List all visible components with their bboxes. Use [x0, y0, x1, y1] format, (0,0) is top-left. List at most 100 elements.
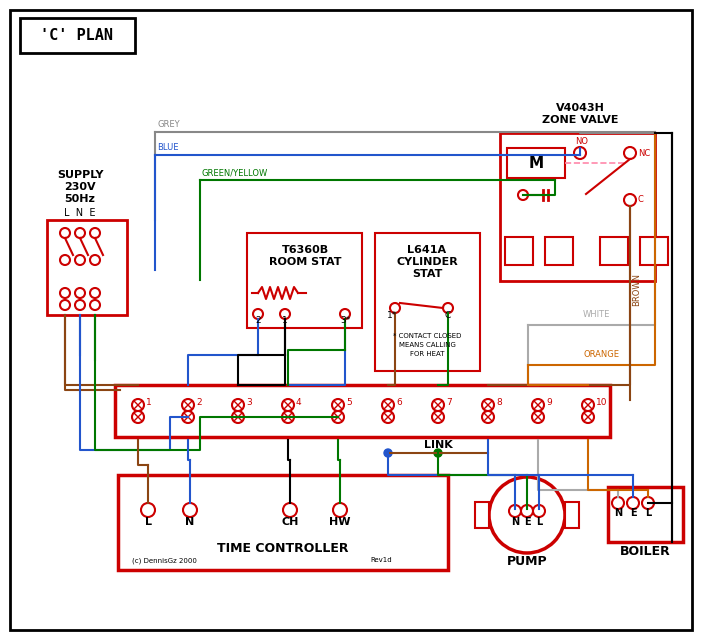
- Circle shape: [443, 303, 453, 313]
- Text: CYLINDER: CYLINDER: [396, 257, 458, 267]
- Text: 6: 6: [396, 398, 402, 407]
- Text: GREY: GREY: [157, 120, 180, 129]
- Circle shape: [489, 477, 565, 553]
- Circle shape: [253, 309, 263, 319]
- Text: 230V: 230V: [64, 182, 95, 192]
- Text: C: C: [638, 196, 644, 204]
- Text: E: E: [524, 517, 530, 527]
- Text: N: N: [185, 517, 194, 527]
- Circle shape: [282, 399, 294, 411]
- Text: 5: 5: [346, 398, 352, 407]
- FancyBboxPatch shape: [475, 502, 489, 528]
- Circle shape: [642, 497, 654, 509]
- Text: N: N: [511, 517, 519, 527]
- FancyBboxPatch shape: [20, 18, 135, 53]
- Text: 9: 9: [546, 398, 552, 407]
- Text: 3*: 3*: [340, 316, 350, 325]
- Circle shape: [533, 505, 545, 517]
- Circle shape: [532, 411, 544, 423]
- Circle shape: [132, 411, 144, 423]
- Text: SUPPLY: SUPPLY: [57, 170, 103, 180]
- Circle shape: [432, 411, 444, 423]
- Circle shape: [280, 309, 290, 319]
- Text: 50Hz: 50Hz: [65, 194, 95, 204]
- FancyBboxPatch shape: [505, 237, 533, 265]
- Circle shape: [432, 399, 444, 411]
- Text: BOILER: BOILER: [620, 545, 670, 558]
- Text: L: L: [145, 517, 152, 527]
- Text: 1: 1: [282, 316, 288, 325]
- Text: N: N: [614, 508, 622, 518]
- Text: L: L: [645, 508, 651, 518]
- FancyBboxPatch shape: [640, 237, 668, 265]
- Text: 8: 8: [496, 398, 502, 407]
- Text: L: L: [536, 517, 542, 527]
- Circle shape: [332, 399, 344, 411]
- Circle shape: [384, 449, 392, 457]
- Text: * CONTACT CLOSED: * CONTACT CLOSED: [393, 333, 461, 339]
- Circle shape: [332, 411, 344, 423]
- Text: L  N  E: L N E: [65, 208, 95, 218]
- Text: LINK: LINK: [423, 440, 452, 450]
- FancyBboxPatch shape: [375, 233, 480, 371]
- Circle shape: [75, 288, 85, 298]
- Circle shape: [518, 190, 528, 200]
- Circle shape: [624, 147, 636, 159]
- FancyBboxPatch shape: [507, 148, 565, 178]
- Text: NC: NC: [638, 149, 650, 158]
- Circle shape: [612, 497, 624, 509]
- Text: 4: 4: [296, 398, 302, 407]
- Text: V4043H: V4043H: [555, 103, 604, 113]
- Text: CH: CH: [282, 517, 298, 527]
- FancyBboxPatch shape: [247, 233, 362, 328]
- Text: E: E: [630, 508, 636, 518]
- Circle shape: [90, 288, 100, 298]
- Circle shape: [60, 255, 70, 265]
- Text: Rev1d: Rev1d: [371, 557, 392, 563]
- Circle shape: [60, 228, 70, 238]
- Circle shape: [182, 411, 194, 423]
- Circle shape: [141, 503, 155, 517]
- Text: PUMP: PUMP: [507, 555, 548, 568]
- FancyBboxPatch shape: [600, 237, 628, 265]
- FancyBboxPatch shape: [608, 487, 683, 542]
- FancyBboxPatch shape: [47, 220, 127, 315]
- Text: (c) DennisGz 2000: (c) DennisGz 2000: [132, 557, 197, 563]
- Text: HW: HW: [329, 517, 351, 527]
- Circle shape: [182, 399, 194, 411]
- Circle shape: [521, 505, 533, 517]
- Circle shape: [627, 497, 639, 509]
- Text: TIME CONTROLLER: TIME CONTROLLER: [217, 542, 349, 555]
- FancyBboxPatch shape: [118, 475, 448, 570]
- Circle shape: [574, 147, 586, 159]
- Circle shape: [582, 411, 594, 423]
- Text: STAT: STAT: [412, 269, 442, 279]
- Text: L641A: L641A: [407, 245, 446, 255]
- Circle shape: [60, 300, 70, 310]
- Circle shape: [75, 228, 85, 238]
- Circle shape: [482, 399, 494, 411]
- Text: WHITE: WHITE: [583, 310, 610, 319]
- FancyBboxPatch shape: [545, 237, 573, 265]
- Text: MEANS CALLING: MEANS CALLING: [399, 342, 456, 348]
- Text: ORANGE: ORANGE: [583, 350, 619, 359]
- Text: 7: 7: [446, 398, 452, 407]
- Text: 'C' PLAN: 'C' PLAN: [41, 28, 114, 42]
- Text: ROOM STAT: ROOM STAT: [269, 257, 341, 267]
- Circle shape: [90, 255, 100, 265]
- Circle shape: [232, 399, 244, 411]
- FancyBboxPatch shape: [115, 385, 610, 437]
- Circle shape: [390, 303, 400, 313]
- Circle shape: [333, 503, 347, 517]
- Circle shape: [232, 411, 244, 423]
- Text: T6360B: T6360B: [282, 245, 329, 255]
- Circle shape: [132, 399, 144, 411]
- Text: ZONE VALVE: ZONE VALVE: [542, 115, 618, 125]
- Text: 10: 10: [596, 398, 607, 407]
- Circle shape: [75, 255, 85, 265]
- Text: 2: 2: [256, 316, 261, 325]
- Circle shape: [382, 411, 394, 423]
- FancyBboxPatch shape: [565, 502, 579, 528]
- Text: NO: NO: [575, 137, 588, 146]
- Circle shape: [90, 300, 100, 310]
